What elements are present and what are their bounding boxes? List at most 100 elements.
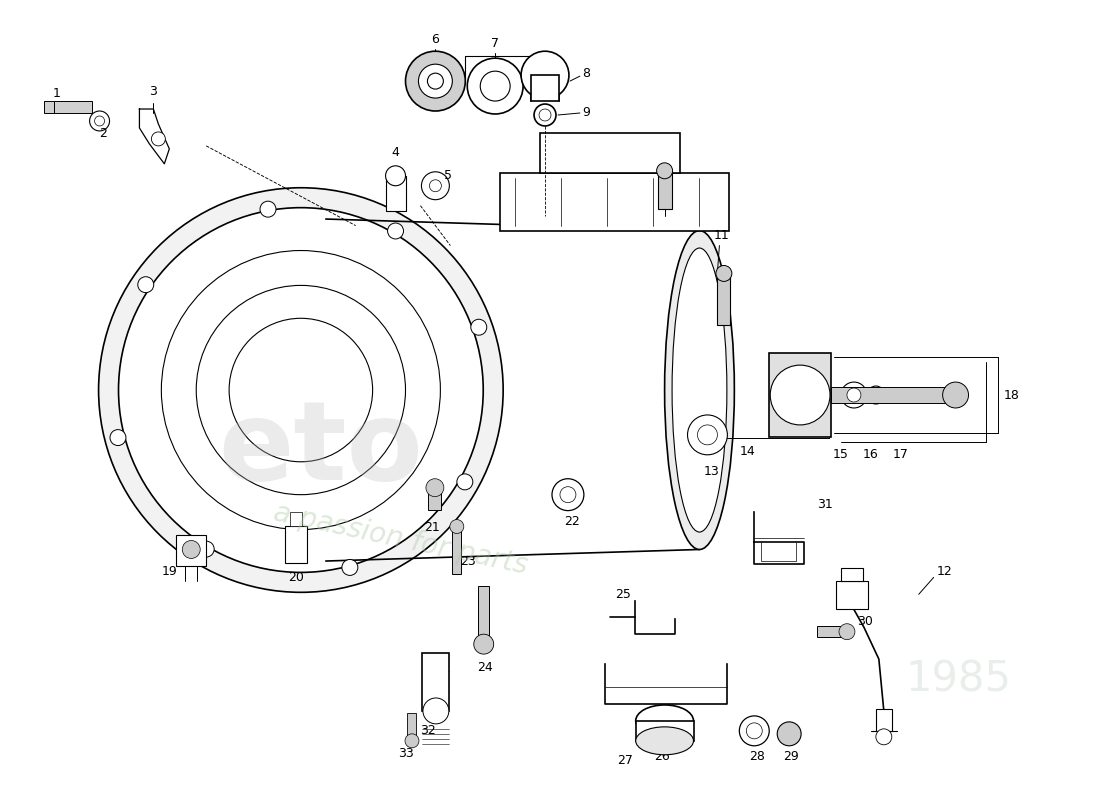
Text: 19: 19: [162, 565, 177, 578]
Circle shape: [119, 208, 483, 572]
Text: 4: 4: [392, 146, 399, 159]
Bar: [876, 709, 892, 731]
Circle shape: [867, 386, 884, 404]
Circle shape: [746, 723, 762, 739]
Circle shape: [405, 734, 419, 748]
Circle shape: [182, 250, 450, 519]
Circle shape: [876, 729, 892, 745]
Circle shape: [468, 58, 524, 114]
Text: 30: 30: [857, 614, 872, 628]
Bar: [290, 512, 301, 526]
Bar: [817, 626, 847, 637]
Circle shape: [183, 541, 200, 558]
Circle shape: [429, 180, 441, 192]
Bar: [842, 569, 862, 582]
Circle shape: [229, 318, 373, 462]
Circle shape: [110, 430, 126, 446]
Text: 9: 9: [582, 106, 590, 119]
Circle shape: [95, 116, 104, 126]
Circle shape: [418, 64, 452, 98]
Bar: [285, 526, 307, 563]
Text: 18: 18: [1003, 389, 1020, 402]
Circle shape: [422, 698, 449, 724]
Ellipse shape: [636, 705, 693, 737]
Circle shape: [89, 111, 110, 131]
Circle shape: [688, 415, 727, 455]
Text: eto: eto: [219, 396, 424, 503]
Text: 27: 27: [617, 754, 632, 767]
Text: 25: 25: [615, 588, 630, 601]
Circle shape: [474, 634, 494, 654]
Text: 17: 17: [893, 448, 909, 462]
Circle shape: [539, 109, 551, 121]
Bar: [769, 353, 830, 437]
Bar: [478, 586, 490, 644]
Text: 22: 22: [564, 515, 580, 528]
Text: 23: 23: [461, 555, 476, 568]
Circle shape: [839, 624, 855, 640]
Text: 24: 24: [477, 661, 493, 674]
Circle shape: [196, 286, 406, 494]
Circle shape: [386, 166, 406, 186]
Text: 21: 21: [425, 521, 440, 534]
Circle shape: [152, 132, 165, 146]
Bar: [836, 582, 868, 610]
Text: 8: 8: [582, 66, 590, 80]
Circle shape: [716, 266, 732, 282]
Bar: [540, 133, 680, 173]
Text: 2: 2: [100, 127, 108, 141]
Text: 33: 33: [397, 747, 414, 760]
Circle shape: [847, 388, 861, 402]
Text: 26: 26: [653, 750, 670, 763]
Text: 28: 28: [749, 750, 766, 763]
Circle shape: [421, 172, 450, 200]
Text: 20: 20: [288, 571, 304, 584]
Text: 6: 6: [431, 33, 439, 46]
Circle shape: [387, 223, 404, 239]
Circle shape: [450, 519, 464, 534]
Circle shape: [535, 104, 556, 126]
Text: 1: 1: [53, 86, 60, 99]
Circle shape: [198, 541, 214, 557]
Circle shape: [552, 478, 584, 510]
Text: 5: 5: [444, 170, 452, 182]
Bar: [452, 526, 461, 574]
Text: 11: 11: [714, 229, 729, 242]
Bar: [830, 387, 956, 403]
Text: 13: 13: [704, 466, 719, 478]
Bar: [658, 170, 672, 209]
Bar: [531, 75, 559, 101]
Bar: [44, 101, 54, 113]
Text: 29: 29: [783, 750, 799, 763]
Circle shape: [406, 51, 465, 111]
Circle shape: [481, 71, 510, 101]
Bar: [717, 274, 730, 326]
Circle shape: [943, 382, 968, 408]
Circle shape: [770, 365, 830, 425]
Circle shape: [342, 559, 358, 575]
Text: 12: 12: [937, 565, 953, 578]
Text: a passion for parts: a passion for parts: [271, 499, 530, 580]
Circle shape: [778, 722, 801, 746]
Bar: [176, 534, 206, 566]
Bar: [407, 713, 417, 741]
Circle shape: [428, 73, 443, 89]
Circle shape: [739, 716, 769, 746]
Circle shape: [162, 250, 440, 530]
Text: 7: 7: [492, 37, 499, 50]
Circle shape: [842, 382, 867, 408]
Ellipse shape: [636, 727, 693, 754]
Text: 31: 31: [817, 498, 833, 511]
Circle shape: [697, 425, 717, 445]
Circle shape: [99, 188, 503, 592]
Text: 1985: 1985: [905, 658, 1012, 700]
Bar: [636, 721, 693, 741]
Bar: [500, 173, 729, 230]
Bar: [386, 176, 406, 210]
Circle shape: [426, 478, 444, 497]
Text: 10: 10: [657, 190, 672, 202]
Bar: [54, 101, 91, 113]
Circle shape: [138, 277, 154, 293]
Circle shape: [260, 201, 276, 217]
Bar: [422, 653, 450, 711]
